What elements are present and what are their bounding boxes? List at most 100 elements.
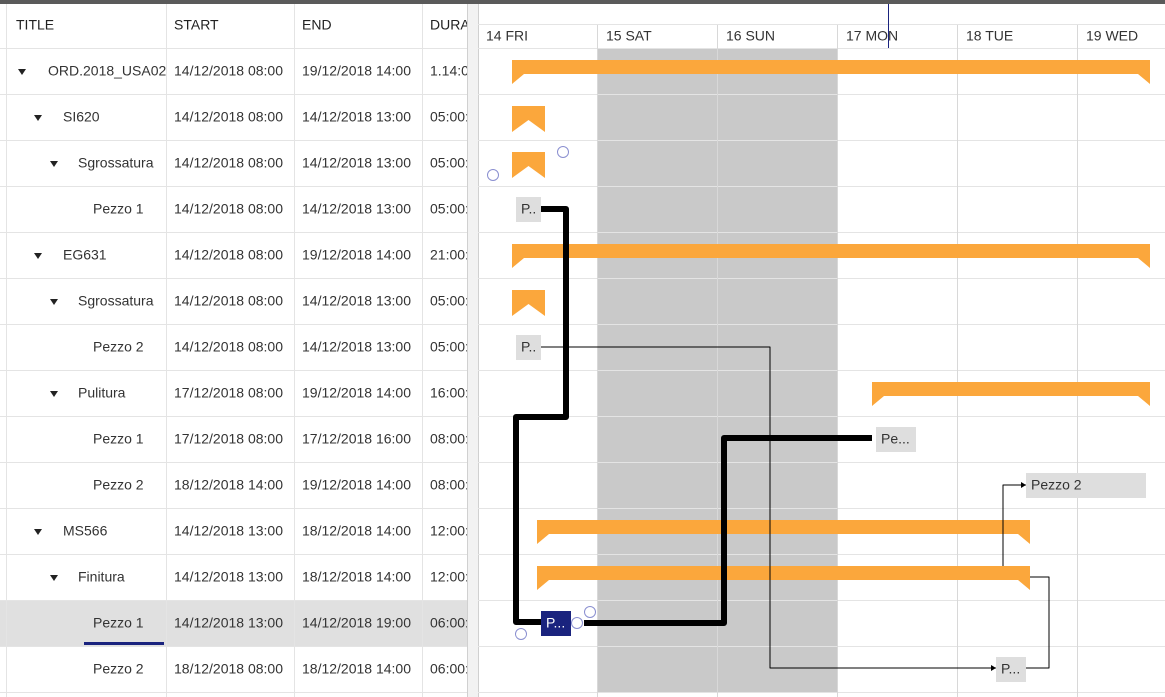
task-bar-label: P..	[521, 339, 536, 355]
task-end: 14/12/2018 13:00	[302, 201, 411, 217]
summary-bar	[512, 106, 545, 132]
link-handle[interactable]	[571, 617, 583, 629]
task-bar[interactable]	[516, 197, 541, 222]
day-label: 14 FRI	[486, 28, 528, 44]
arrow-head	[991, 665, 996, 671]
task-end: 14/12/2018 13:00	[302, 155, 411, 171]
task-start: 18/12/2018 08:00	[174, 661, 283, 677]
expander[interactable]	[34, 529, 42, 535]
task-title: Pezzo 2	[93, 477, 144, 493]
task-duration: 06:00:	[430, 661, 469, 677]
task-end: 17/12/2018 16:00	[302, 431, 411, 447]
task-title: Pezzo 2	[93, 339, 144, 355]
task-duration: 12:00:	[430, 569, 469, 585]
link-handle[interactable]	[515, 628, 527, 640]
task-start: 14/12/2018 08:00	[174, 339, 283, 355]
expander[interactable]	[34, 115, 42, 121]
column-header: START	[174, 17, 219, 33]
arrow-head	[867, 435, 872, 441]
summary-bar	[537, 566, 1030, 590]
task-bar-label: P..	[521, 201, 536, 217]
day-label: 17 MON	[846, 28, 898, 44]
summary-bar	[512, 152, 545, 178]
task-duration: 1.14:0	[430, 63, 469, 79]
task-duration: 08:00:	[430, 431, 469, 447]
task-start: 14/12/2018 13:00	[174, 523, 283, 539]
task-start: 18/12/2018 14:00	[174, 477, 283, 493]
task-end: 18/12/2018 14:00	[302, 569, 411, 585]
task-duration: 05:00:	[430, 339, 469, 355]
task-title: Pezzo 2	[93, 661, 144, 677]
column-header: DURAT	[430, 17, 478, 33]
task-duration: 16:00:	[430, 385, 469, 401]
summary-bar	[512, 244, 1150, 268]
column-header: END	[302, 17, 332, 33]
task-duration: 05:00:	[430, 155, 469, 171]
task-title: MS566	[63, 523, 108, 539]
task-bar[interactable]	[1026, 473, 1146, 498]
task-start: 14/12/2018 13:00	[174, 615, 283, 631]
task-end: 14/12/2018 13:00	[302, 109, 411, 125]
task-end: 18/12/2018 14:00	[302, 523, 411, 539]
expander[interactable]	[50, 299, 58, 305]
task-start: 17/12/2018 08:00	[174, 385, 283, 401]
selected-row	[0, 600, 467, 646]
task-end: 18/12/2018 14:00	[302, 661, 411, 677]
task-title: EG631	[63, 247, 107, 263]
task-title: Sgrossatura	[78, 155, 154, 171]
task-bar[interactable]	[996, 657, 1026, 682]
expander[interactable]	[50, 391, 58, 397]
expander[interactable]	[50, 575, 58, 581]
splitter[interactable]	[467, 4, 478, 697]
task-title: SI620	[63, 109, 100, 125]
task-start: 14/12/2018 13:00	[174, 569, 283, 585]
summary-bar	[512, 290, 545, 316]
task-start: 14/12/2018 08:00	[174, 201, 283, 217]
link-handle[interactable]	[557, 146, 569, 158]
task-title: Sgrossatura	[78, 293, 154, 309]
task-start: 14/12/2018 08:00	[174, 155, 283, 171]
task-bar-label: Pezzo 2	[1031, 477, 1082, 493]
expander[interactable]	[34, 253, 42, 259]
task-title: Finitura	[78, 569, 125, 585]
task-duration: 05:00:	[430, 293, 469, 309]
duration-column: 1.14:0 05:00: 05:00: 05:00: 21:00: 05:00: 05:0…	[430, 63, 469, 677]
task-end: 19/12/2018 14:00	[302, 477, 411, 493]
task-duration: 06:00:	[430, 615, 469, 631]
link-handle[interactable]	[584, 606, 596, 618]
dependency-link	[541, 346, 996, 669]
day-label: 19 WED	[1086, 28, 1138, 44]
link-handle[interactable]	[487, 169, 499, 181]
day-label: 15 SAT	[606, 28, 652, 44]
task-start: 14/12/2018 08:00	[174, 109, 283, 125]
task-duration: 05:00:	[430, 201, 469, 217]
task-bar[interactable]	[541, 611, 571, 636]
task-duration: 05:00:	[430, 109, 469, 125]
task-start: 14/12/2018 08:00	[174, 293, 283, 309]
task-bar-label: P...	[1001, 661, 1020, 677]
task-bar[interactable]	[516, 335, 541, 360]
summary-bar	[537, 520, 1030, 544]
expander[interactable]	[50, 161, 58, 167]
task-end: 19/12/2018 14:00	[302, 63, 411, 79]
day-label: 16 SUN	[726, 28, 775, 44]
expander[interactable]	[18, 69, 26, 75]
timeline: 14 FRI 15 SAT 16 SUN 17 MON 18 TUE 19 WED P.. P…	[486, 25, 1150, 697]
column-clip: DURAT	[430, 17, 478, 33]
task-end: 14/12/2018 19:00	[302, 615, 411, 631]
task-bar[interactable]	[876, 427, 916, 452]
dependency-link	[1026, 576, 1050, 669]
task-start: 14/12/2018 08:00	[174, 63, 283, 79]
summary-bar	[872, 382, 1150, 406]
task-start: 17/12/2018 08:00	[174, 431, 283, 447]
task-end: 14/12/2018 13:00	[302, 339, 411, 355]
dependency-link	[584, 435, 872, 626]
selection-underline	[84, 642, 164, 645]
task-title: Pezzo 1	[93, 201, 144, 217]
task-end: 19/12/2018 14:00	[302, 247, 411, 263]
task-bar-label: P...	[546, 615, 565, 631]
task-bar-label: Pe...	[881, 431, 910, 447]
task-title: Pulitura	[78, 385, 126, 401]
